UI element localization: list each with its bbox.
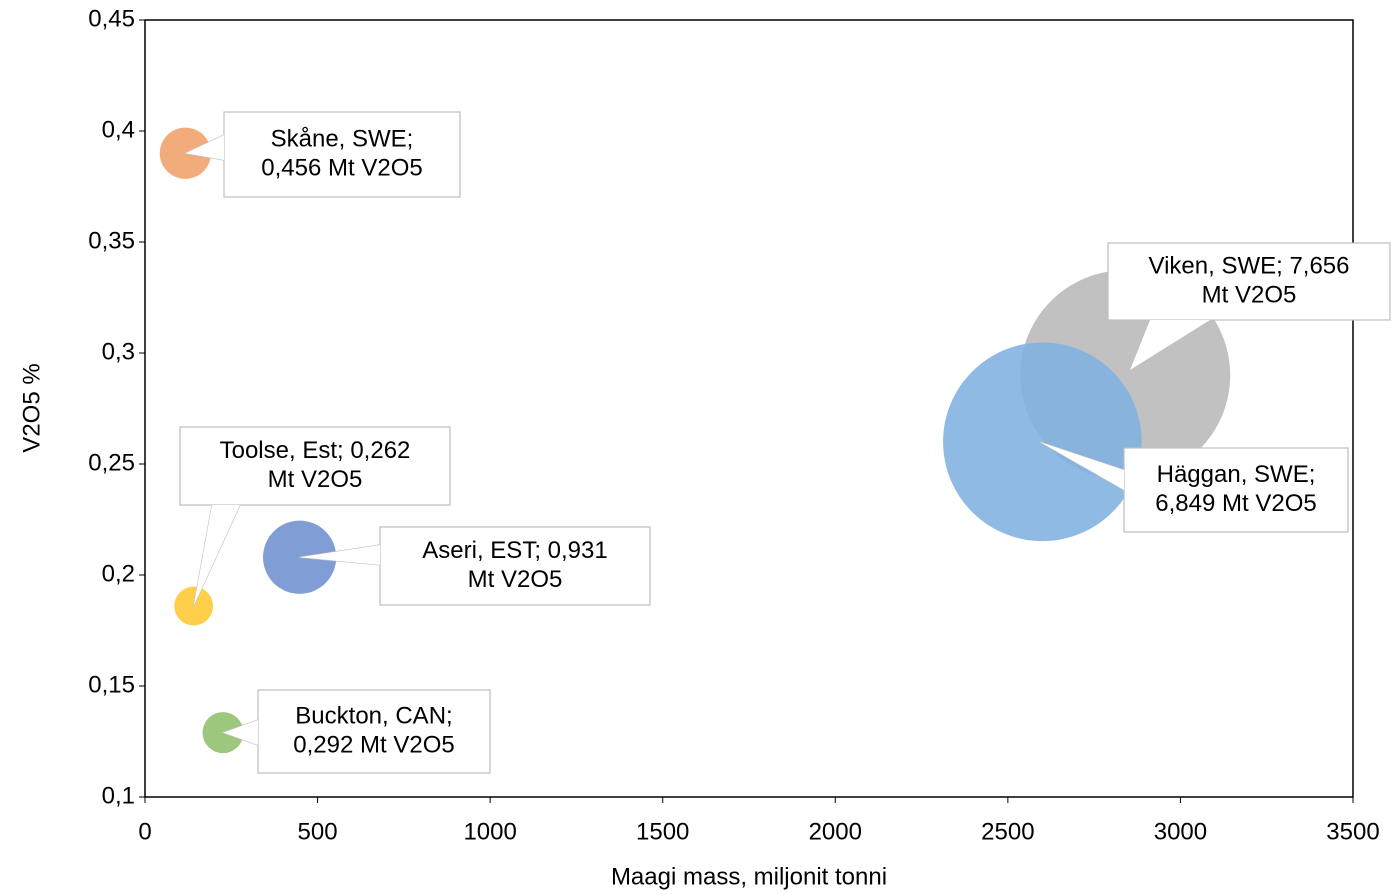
callout-pointer-fill	[185, 135, 224, 160]
data-label: Toolse, Est; 0,262	[220, 437, 411, 464]
x-axis-label: Maagi mass, miljonit tonni	[611, 863, 887, 890]
callout-box	[179, 426, 451, 506]
x-tick-label: 0	[138, 818, 151, 845]
data-label: Aseri, EST; 0,931	[422, 537, 607, 564]
x-tick-label: 1500	[636, 818, 689, 845]
data-label: Mt V2O5	[1202, 281, 1297, 308]
bubble	[943, 342, 1142, 542]
x-tick-label: 3000	[1154, 818, 1207, 845]
data-label: Mt V2O5	[468, 566, 563, 593]
data-label: Viken, SWE; 7,656	[1149, 252, 1350, 279]
y-tick-label: 0,45	[88, 5, 135, 32]
y-tick-label: 0,15	[88, 671, 135, 698]
data-label: 0,456 Mt V2O5	[261, 154, 422, 181]
callout-box	[1107, 242, 1391, 321]
callout-pointer-fill	[1040, 442, 1124, 490]
data-label: Skåne, SWE;	[271, 125, 414, 152]
y-tick-label: 0,3	[102, 338, 135, 365]
callout-pointer-fill	[223, 720, 258, 745]
data-label: Mt V2O5	[268, 466, 363, 493]
y-tick-label: 0,2	[102, 560, 135, 587]
data-label: 0,292 Mt V2O5	[293, 731, 454, 758]
y-tick-label: 0,25	[88, 449, 135, 476]
y-tick-label: 0,4	[102, 116, 135, 143]
data-label: 6,849 Mt V2O5	[1155, 490, 1316, 517]
plot-area	[144, 19, 1354, 798]
x-tick-label: 1000	[463, 818, 516, 845]
callout-box	[257, 689, 491, 774]
y-tick-label: 0,35	[88, 227, 135, 254]
data-label: Buckton, CAN;	[295, 702, 452, 729]
x-tick-label: 2500	[981, 818, 1034, 845]
x-tick-label: 3500	[1326, 818, 1379, 845]
x-tick-label: 500	[298, 818, 338, 845]
callout-box	[379, 526, 651, 606]
x-tick-label: 2000	[809, 818, 862, 845]
data-label: Häggan, SWE;	[1157, 461, 1316, 488]
callout-pointer-fill	[193, 505, 240, 607]
callout-pointer-fill	[1130, 320, 1210, 370]
y-tick-label: 0,1	[102, 782, 135, 809]
callout-box	[223, 111, 461, 198]
y-axis-label: V2O5 %	[18, 363, 45, 452]
callout-pointer-fill	[299, 545, 380, 565]
